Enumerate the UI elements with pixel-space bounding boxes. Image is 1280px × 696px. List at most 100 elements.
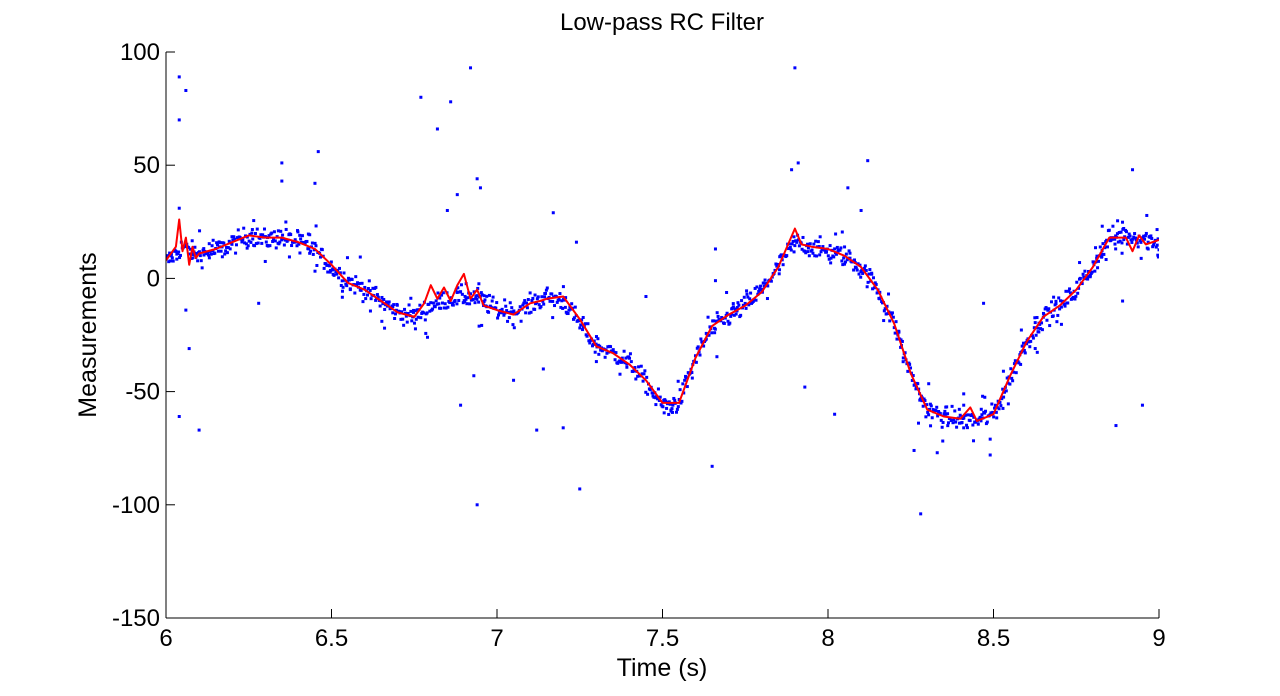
data-point [897, 330, 901, 334]
data-point [997, 407, 1001, 411]
data-point [1120, 241, 1124, 245]
data-point [871, 287, 875, 291]
data-point [639, 364, 643, 368]
data-point [298, 251, 302, 255]
outlier-point [455, 193, 459, 197]
data-point [777, 272, 781, 276]
data-point [512, 326, 516, 330]
data-point [393, 317, 397, 321]
data-point [989, 411, 993, 415]
data-point [1009, 367, 1013, 371]
data-point [207, 256, 211, 260]
data-point [328, 270, 332, 274]
data-point [341, 285, 345, 289]
data-point [968, 419, 972, 423]
data-point [564, 296, 568, 300]
data-point [704, 331, 708, 335]
outlier-point [962, 392, 966, 396]
data-point [253, 231, 257, 235]
data-point [262, 227, 266, 231]
data-point [926, 410, 930, 414]
data-point [990, 402, 994, 406]
data-point [806, 242, 810, 246]
data-point [347, 278, 351, 282]
data-point [456, 286, 460, 290]
data-point [1107, 228, 1111, 232]
data-point [309, 249, 313, 253]
data-point [971, 423, 975, 427]
data-point [715, 355, 719, 359]
data-point [870, 272, 874, 276]
data-point [415, 308, 419, 312]
data-point [260, 241, 264, 245]
data-point [755, 285, 759, 289]
outlier-point [280, 179, 284, 183]
data-point [792, 250, 796, 254]
data-point [965, 423, 969, 427]
data-point [838, 248, 842, 252]
data-point [578, 326, 582, 330]
data-point [801, 235, 805, 239]
data-point [977, 417, 981, 421]
data-point [840, 230, 844, 234]
data-point [550, 292, 554, 296]
data-point [1056, 313, 1060, 317]
data-point [368, 309, 372, 313]
data-point [883, 307, 887, 311]
data-point [1048, 324, 1052, 328]
data-point [324, 262, 328, 266]
outlier-point [919, 512, 923, 516]
data-point [263, 235, 267, 239]
data-point [435, 302, 439, 306]
data-point [853, 258, 857, 262]
data-point [920, 399, 924, 403]
data-point [195, 251, 199, 255]
data-point [177, 250, 181, 254]
outlier-point [866, 159, 870, 163]
data-point [941, 420, 945, 424]
data-point [747, 303, 751, 307]
data-point [503, 298, 507, 302]
data-point [448, 301, 452, 305]
data-point [927, 407, 931, 411]
data-point [1039, 327, 1043, 331]
data-point [369, 297, 373, 301]
data-point [562, 298, 566, 302]
data-point [998, 400, 1002, 404]
data-point [927, 382, 931, 386]
data-point [787, 247, 791, 251]
outlier-point [1121, 299, 1125, 303]
data-point [928, 402, 932, 406]
data-point [1011, 379, 1015, 383]
data-point [331, 267, 335, 271]
data-point [438, 296, 442, 300]
data-point [455, 290, 459, 294]
data-point [1077, 286, 1081, 290]
data-point [541, 299, 545, 303]
data-point [455, 302, 459, 306]
data-point [412, 308, 416, 312]
data-point [1111, 224, 1115, 228]
data-point [1142, 234, 1146, 238]
data-point [410, 319, 414, 323]
data-point [234, 251, 238, 255]
data-point [476, 286, 480, 290]
data-point [1002, 390, 1006, 394]
data-point [382, 297, 386, 301]
outlier-point [1078, 261, 1082, 265]
data-point [443, 302, 447, 306]
data-point [657, 398, 661, 402]
data-point [899, 345, 903, 349]
data-point [778, 255, 782, 259]
data-point [1096, 266, 1100, 270]
outlier-point [551, 211, 555, 215]
data-point [713, 327, 717, 331]
x-tick-label: 8.5 [977, 625, 1010, 652]
data-point [535, 297, 539, 301]
data-point [561, 285, 565, 289]
plot-area [166, 66, 1159, 516]
data-point [796, 238, 800, 242]
data-point [1027, 340, 1031, 344]
data-point [355, 283, 359, 287]
data-point [344, 282, 348, 286]
